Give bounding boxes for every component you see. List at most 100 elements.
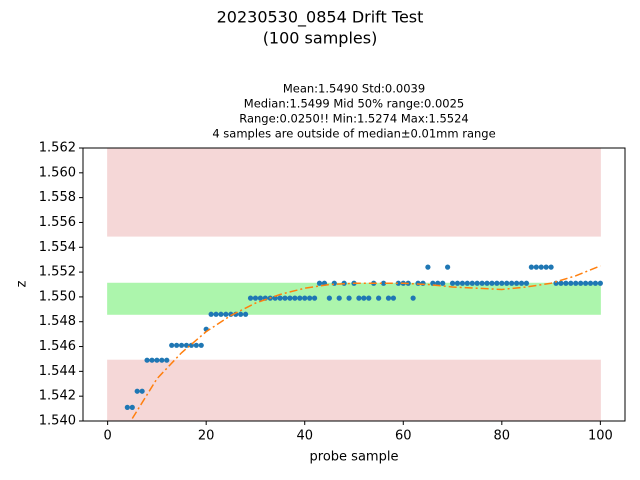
point (440, 280, 446, 286)
point (573, 280, 579, 286)
point (247, 295, 254, 301)
point (174, 342, 180, 348)
point (489, 280, 495, 286)
y-tick-label: 1.540 (39, 414, 76, 429)
point (316, 280, 323, 286)
point (459, 280, 465, 286)
point (144, 357, 150, 363)
point (464, 280, 470, 286)
point (134, 388, 140, 394)
point (139, 388, 145, 394)
point (538, 264, 544, 270)
point (494, 280, 500, 286)
y-tick-label: 1.556 (39, 215, 76, 230)
point (474, 280, 480, 286)
x-tick-label: 60 (395, 429, 412, 444)
y-tick-label: 1.544 (39, 364, 76, 379)
point (311, 295, 318, 301)
chart-title: 20230530_0854 Drift Test (217, 8, 424, 28)
point (164, 357, 170, 363)
x-tick-label: 0 (103, 429, 111, 444)
y-tick-label: 1.542 (39, 389, 76, 404)
point (597, 280, 603, 286)
point (425, 264, 431, 270)
point (277, 295, 283, 301)
point (558, 280, 564, 286)
point (380, 280, 387, 286)
point (390, 295, 397, 301)
point (568, 280, 574, 286)
point (376, 295, 382, 301)
point (223, 311, 229, 317)
point (193, 342, 199, 348)
point (518, 280, 525, 286)
fit-line (131, 265, 601, 419)
subtitle: Mean:1.5490 Std:0.0039 (283, 82, 425, 96)
point (257, 295, 263, 301)
point (346, 295, 352, 301)
point (198, 342, 204, 348)
point (445, 264, 451, 270)
x-tick-label: 100 (588, 429, 613, 444)
point (410, 295, 416, 301)
chart-title: (100 samples) (263, 29, 378, 48)
point (307, 295, 313, 301)
point (528, 264, 534, 270)
band (107, 282, 601, 315)
point (578, 280, 584, 286)
point (356, 295, 362, 301)
point (587, 280, 594, 286)
point (149, 357, 155, 363)
plot-area (107, 148, 603, 421)
point (361, 295, 367, 301)
point (287, 295, 293, 301)
y-tick-label: 1.560 (39, 165, 76, 180)
point (509, 280, 515, 286)
point (218, 311, 224, 317)
subtitle: Median:1.5499 Mid 50% range:0.0025 (244, 97, 464, 111)
point (272, 295, 278, 301)
point (213, 311, 219, 317)
point (479, 280, 485, 286)
point (543, 264, 549, 270)
point (469, 280, 475, 286)
x-tick-label: 20 (198, 429, 215, 444)
point (282, 295, 288, 301)
point (499, 280, 505, 286)
point (563, 280, 569, 286)
point (582, 280, 589, 286)
point (252, 295, 259, 301)
point (129, 404, 135, 410)
x-axis-label: probe sample (310, 450, 399, 465)
point (553, 280, 559, 286)
point (169, 342, 175, 348)
x-tick-label: 40 (296, 429, 313, 444)
point (326, 295, 332, 301)
point (523, 280, 530, 286)
band (107, 148, 601, 237)
point (124, 404, 130, 410)
point (243, 311, 249, 317)
point (435, 280, 441, 286)
band (107, 359, 601, 421)
point (366, 295, 372, 301)
axes-frame (82, 147, 626, 422)
point (336, 295, 342, 301)
point (592, 280, 599, 286)
y-tick-label: 1.550 (39, 289, 76, 304)
point (533, 264, 539, 270)
point (208, 311, 214, 317)
point (504, 280, 510, 286)
y-tick-label: 1.552 (39, 265, 76, 280)
subtitle: Range:0.0250!! Min:1.5274 Max:1.5524 (239, 112, 469, 126)
point (420, 280, 426, 286)
point (297, 295, 303, 301)
point (292, 295, 298, 301)
point (159, 357, 165, 363)
point (302, 295, 308, 301)
y-tick-label: 1.554 (39, 240, 76, 255)
point (385, 295, 392, 301)
point (395, 280, 401, 286)
point (449, 280, 456, 286)
